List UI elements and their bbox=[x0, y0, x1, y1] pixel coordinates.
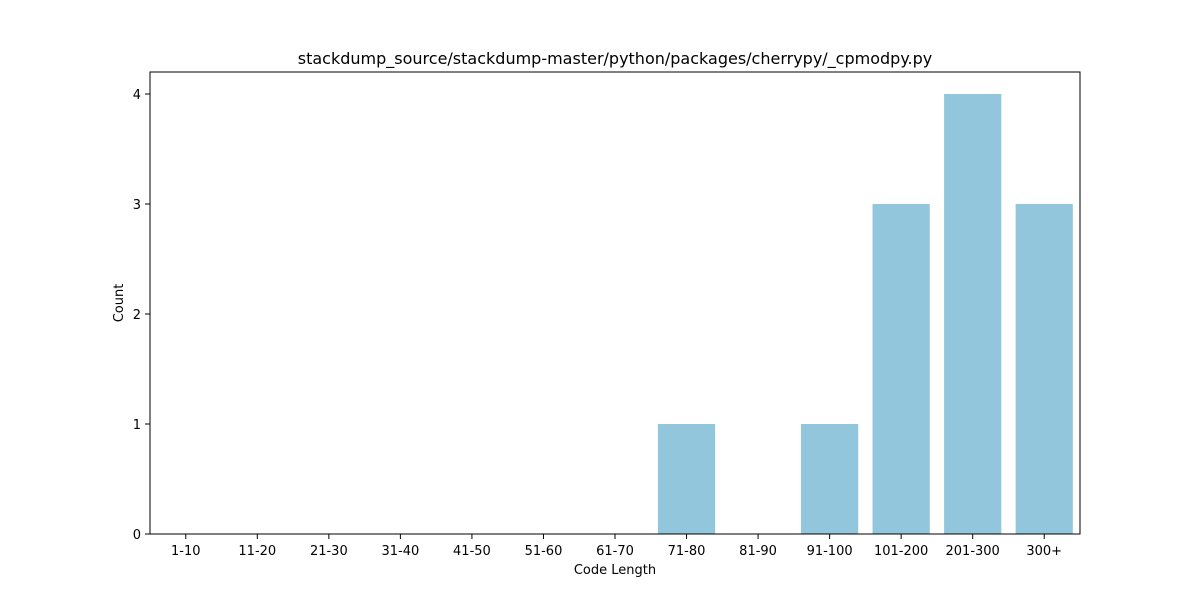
y-tick-label: 4 bbox=[133, 88, 141, 103]
chart-title: stackdump_source/stackdump-master/python… bbox=[298, 49, 932, 69]
bar-201-300 bbox=[944, 94, 1002, 534]
x-axis: 1-10 11-20 21-30 31-40 41-50 51-60 61-70 71-80 8… bbox=[171, 534, 1062, 559]
x-tick-label: 1-10 bbox=[171, 544, 201, 559]
x-tick-label: 51-60 bbox=[525, 544, 563, 559]
bar-101-200 bbox=[872, 204, 930, 534]
x-tick-label: 81-90 bbox=[739, 544, 777, 559]
x-tick-label: 21-30 bbox=[310, 544, 348, 559]
x-tick-label: 201-300 bbox=[946, 544, 1000, 559]
x-axis-label: Code Length bbox=[574, 563, 656, 578]
x-tick-label: 61-70 bbox=[596, 544, 634, 559]
bar-300+ bbox=[1015, 204, 1073, 534]
x-tick-label: 101-200 bbox=[874, 544, 928, 559]
y-tick-label: 0 bbox=[133, 528, 141, 543]
y-axis-label: Count bbox=[112, 284, 127, 323]
bar-91-100 bbox=[801, 424, 859, 534]
x-tick-label: 300+ bbox=[1026, 544, 1062, 559]
y-tick-label: 1 bbox=[133, 418, 141, 433]
plot-frame bbox=[149, 71, 1081, 535]
x-tick-label: 91-100 bbox=[807, 544, 853, 559]
x-tick-label: 11-20 bbox=[238, 544, 276, 559]
y-tick-label: 2 bbox=[133, 308, 141, 323]
y-tick-label: 3 bbox=[133, 198, 141, 213]
x-tick-label: 71-80 bbox=[668, 544, 706, 559]
y-axis: 0 1 2 3 4 bbox=[133, 88, 150, 543]
bars-group bbox=[657, 94, 1073, 534]
x-tick-label: 31-40 bbox=[381, 544, 419, 559]
x-tick-label: 41-50 bbox=[453, 544, 491, 559]
bar-71-80 bbox=[657, 424, 716, 534]
